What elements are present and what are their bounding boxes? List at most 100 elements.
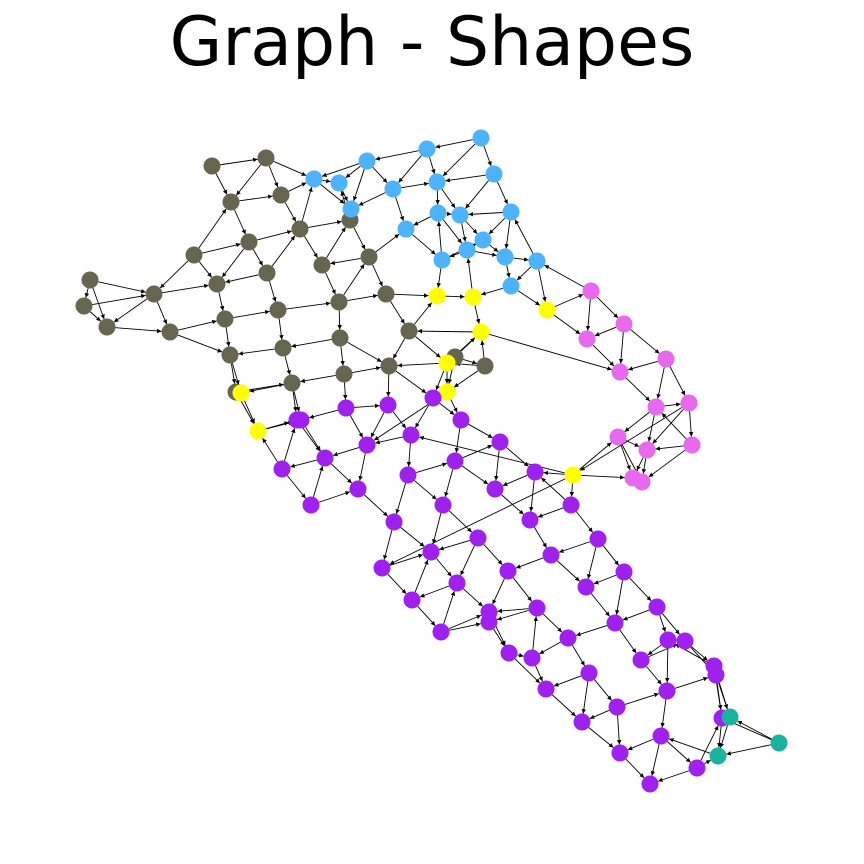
graph-edge xyxy=(664,402,681,407)
graph-edge xyxy=(590,593,611,617)
graph-node-olive xyxy=(360,248,378,266)
graph-node-purple xyxy=(580,664,598,682)
graph-edge xyxy=(288,182,307,192)
graph-edge xyxy=(594,326,617,337)
graph-edge xyxy=(444,469,454,497)
graph-edge xyxy=(647,415,655,442)
graph-edge xyxy=(291,339,332,348)
graph-node-purple xyxy=(424,389,442,407)
graph-edge xyxy=(358,192,386,206)
graph-edge xyxy=(468,423,493,439)
graph-edge xyxy=(386,374,391,397)
graph-edge xyxy=(540,477,566,500)
graph-edge xyxy=(538,269,547,302)
graph-node-blue xyxy=(428,173,446,191)
graph-edge xyxy=(553,675,582,687)
graph-node-pink xyxy=(611,363,629,381)
graph-node-purple xyxy=(480,613,498,631)
graph-edge xyxy=(325,272,336,295)
graph-edge xyxy=(466,258,473,289)
graph-edge xyxy=(352,366,381,373)
graph-edge xyxy=(239,399,255,424)
graph-node-purple xyxy=(608,698,626,716)
graph-node-blue xyxy=(502,203,520,221)
graph-edge xyxy=(445,174,486,183)
graph-edge xyxy=(646,666,662,685)
graph-node-blue xyxy=(474,231,492,249)
graph-node-olive xyxy=(98,318,116,336)
graph-edge xyxy=(162,283,209,294)
graph-edge xyxy=(625,377,651,402)
graph-node-purple xyxy=(542,546,560,564)
graph-edge xyxy=(318,491,351,503)
graph-node-purple xyxy=(652,727,670,745)
graph-node-purple xyxy=(589,530,607,548)
graph-edge xyxy=(284,356,291,375)
graph-node-olive xyxy=(257,149,275,167)
graph-edge xyxy=(483,543,503,566)
graph-edge xyxy=(406,443,412,467)
graph-edge xyxy=(330,257,361,266)
graph-node-blue xyxy=(330,174,348,192)
graph-edge xyxy=(439,539,470,551)
graph-edge xyxy=(375,233,400,253)
graph-edge xyxy=(729,721,772,740)
graph-edge xyxy=(225,274,259,284)
graph-node-olive xyxy=(272,186,290,204)
graph-node-purple xyxy=(641,775,659,793)
graph-edge xyxy=(417,328,473,334)
graph-node-olive xyxy=(283,374,301,392)
graph-node-olive xyxy=(400,322,418,340)
graph-edge xyxy=(353,227,366,250)
graph-edge xyxy=(641,458,647,474)
graph-edge xyxy=(178,319,217,331)
graph-edge xyxy=(660,699,667,728)
graph-node-purple xyxy=(537,680,555,698)
graph-edge xyxy=(661,412,687,440)
graph-node-purple xyxy=(434,496,452,514)
graph-node-yellow xyxy=(249,422,267,440)
graph-edge xyxy=(629,577,652,602)
graph-edge xyxy=(656,367,665,399)
graph-node-purple xyxy=(499,562,517,580)
graph-edge xyxy=(630,329,660,354)
graph-node-purple xyxy=(373,559,391,577)
graph-node-olive xyxy=(330,293,348,311)
graph-edge xyxy=(688,411,694,437)
graph-node-olive xyxy=(203,157,221,175)
graph-edge xyxy=(704,759,711,765)
graph-edge xyxy=(463,359,477,365)
graph-edge xyxy=(370,412,385,438)
graph-edge xyxy=(389,478,566,565)
graph-edge xyxy=(533,527,548,548)
graph-edge xyxy=(417,605,436,627)
graph-node-blue xyxy=(342,200,360,218)
graph-edge xyxy=(465,180,489,209)
graph-edge xyxy=(414,480,437,500)
graph-edge xyxy=(575,625,608,637)
graph-edge xyxy=(615,580,623,615)
graph-node-pink xyxy=(578,330,596,348)
graph-node-yellow xyxy=(564,466,582,484)
graph-edge xyxy=(514,219,534,254)
graph-node-blue xyxy=(358,152,376,170)
graph-edge xyxy=(461,465,489,485)
graph-edge xyxy=(483,145,492,167)
graph-edge xyxy=(300,375,336,383)
graph-edge xyxy=(592,344,615,367)
graph-edge xyxy=(489,333,612,371)
graph-edge xyxy=(330,463,353,484)
graph-node-blue xyxy=(528,252,546,270)
graph-node-purple xyxy=(402,426,420,444)
graph-edge xyxy=(575,511,594,533)
graph-edge xyxy=(657,770,690,782)
graph-node-purple xyxy=(573,713,591,731)
graph-edge xyxy=(537,507,564,518)
graph-edge xyxy=(450,399,458,413)
graph-edge xyxy=(92,293,146,306)
graph-edge xyxy=(286,475,307,499)
graph-node-purple xyxy=(521,511,539,529)
graph-edge xyxy=(308,220,342,228)
graph-edge xyxy=(716,683,723,710)
graph-edge xyxy=(231,363,240,385)
